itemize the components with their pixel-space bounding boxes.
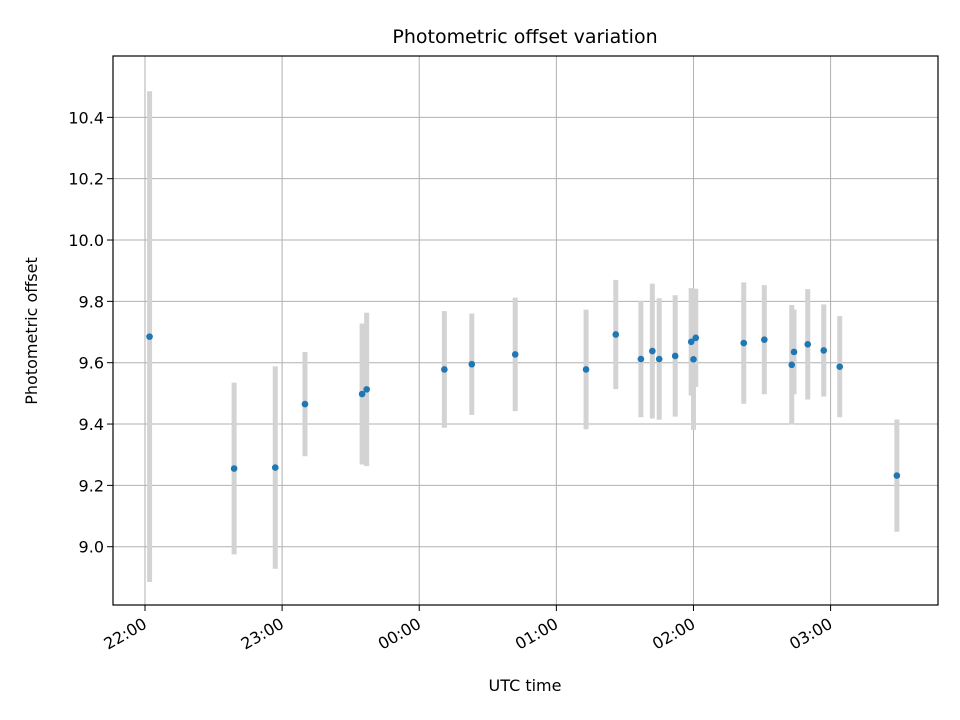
data-point — [230, 465, 238, 472]
y-tick-label: 9.0 — [79, 538, 104, 557]
data-point — [740, 339, 748, 347]
data-point — [271, 464, 279, 471]
data-point — [655, 355, 663, 363]
data-point — [582, 366, 590, 373]
data-point — [893, 472, 901, 479]
y-axis-label: Photometric offset — [22, 257, 41, 405]
y-tick-label: 10.4 — [68, 108, 104, 127]
data-point — [441, 366, 448, 373]
data-point — [836, 363, 844, 370]
data-point — [468, 360, 476, 368]
y-tick-label: 9.8 — [79, 292, 104, 311]
data-point — [692, 334, 700, 342]
y-tick-label: 10.2 — [68, 170, 104, 189]
chart-title: Photometric offset variation — [392, 26, 657, 48]
data-point — [358, 390, 366, 398]
y-tick-label: 10.0 — [68, 231, 104, 250]
data-point — [820, 347, 828, 354]
y-tick-label: 9.6 — [79, 354, 104, 373]
y-axis: 9.0 9.2 9.4 9.6 9.8 10.0 10.2 10.4 — [68, 108, 113, 557]
data-point — [761, 336, 768, 344]
data-point — [671, 352, 679, 360]
data-point — [788, 361, 796, 369]
data-points — [146, 331, 901, 479]
y-tick-label: 9.4 — [79, 415, 104, 434]
data-point — [511, 351, 519, 358]
data-point — [790, 348, 798, 356]
data-point — [649, 347, 656, 355]
data-point — [612, 331, 620, 338]
x-axis-label: UTC time — [489, 676, 562, 695]
y-tick-label: 9.2 — [79, 476, 104, 495]
data-point — [687, 338, 695, 346]
data-point — [363, 386, 370, 393]
data-point — [146, 333, 153, 340]
data-point — [637, 355, 645, 363]
data-point — [690, 356, 697, 363]
data-point — [804, 341, 812, 348]
plot-frame — [112, 55, 939, 606]
data-point — [301, 400, 309, 408]
